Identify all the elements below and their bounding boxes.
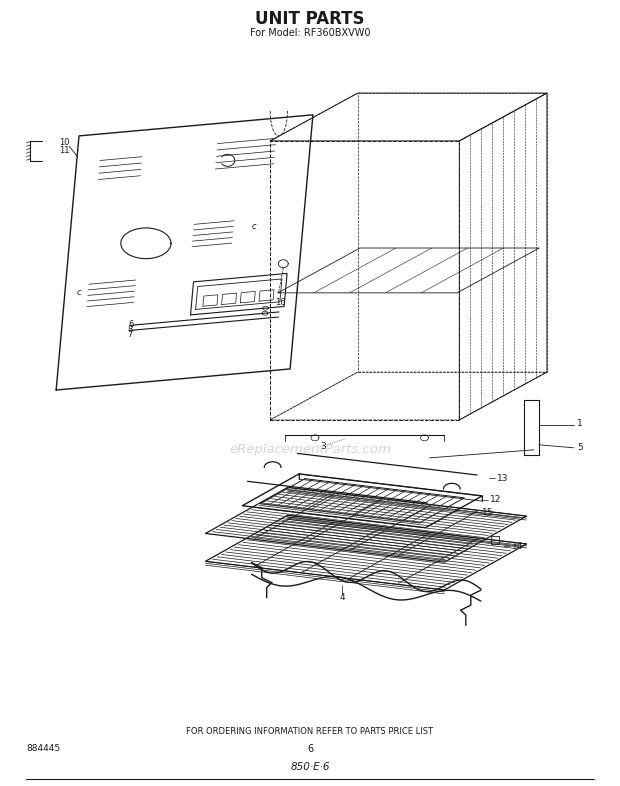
Text: 7: 7 bbox=[127, 330, 133, 340]
Text: 16: 16 bbox=[275, 298, 286, 307]
Text: 6: 6 bbox=[128, 320, 133, 329]
Text: c: c bbox=[76, 288, 81, 297]
Text: 12: 12 bbox=[490, 495, 501, 505]
Text: UNIT PARTS: UNIT PARTS bbox=[255, 10, 365, 28]
Text: FOR ORDERING INFORMATION REFER TO PARTS PRICE LIST: FOR ORDERING INFORMATION REFER TO PARTS … bbox=[187, 727, 433, 736]
Text: eReplacementParts.com: eReplacementParts.com bbox=[229, 443, 391, 457]
Text: 14: 14 bbox=[512, 542, 523, 551]
Text: 10: 10 bbox=[60, 138, 69, 147]
Text: 3: 3 bbox=[320, 443, 326, 451]
Text: For Model: RF360BXVW0: For Model: RF360BXVW0 bbox=[250, 28, 370, 39]
Text: c: c bbox=[252, 222, 257, 231]
Text: 4: 4 bbox=[339, 593, 345, 601]
Text: 13: 13 bbox=[497, 474, 508, 483]
Text: 8: 8 bbox=[128, 325, 133, 334]
Text: 1: 1 bbox=[577, 420, 583, 428]
Text: 6: 6 bbox=[307, 744, 313, 754]
Text: 884445: 884445 bbox=[26, 744, 60, 753]
Text: 5: 5 bbox=[577, 443, 583, 452]
Text: 850·E·6: 850·E·6 bbox=[290, 762, 330, 772]
Text: 11: 11 bbox=[60, 145, 69, 155]
Text: 15: 15 bbox=[482, 508, 494, 517]
